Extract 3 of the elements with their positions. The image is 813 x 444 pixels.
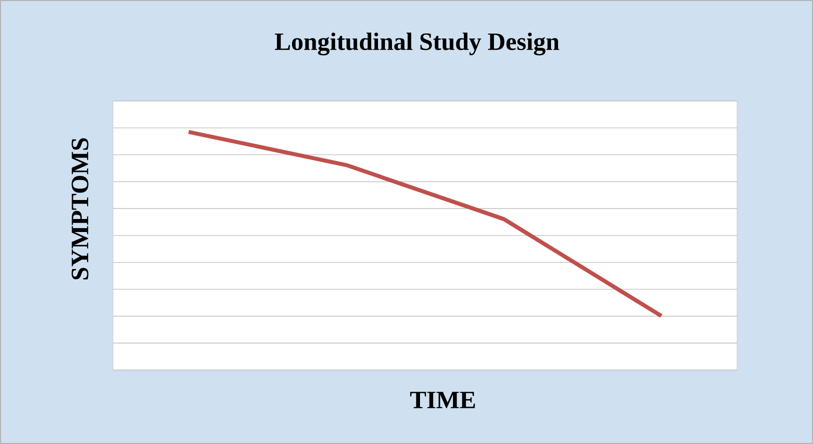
chart-title: Longitudinal Study Design (274, 32, 560, 56)
y-axis-title: SYMPTOMS (72, 138, 88, 280)
x-axis-title: TIME (410, 392, 475, 408)
